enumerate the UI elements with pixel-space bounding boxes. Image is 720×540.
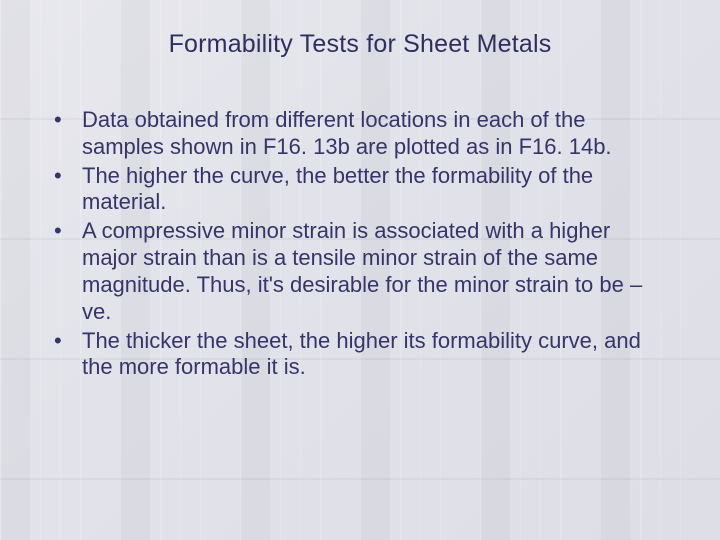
slide-title: Formability Tests for Sheet Metals (40, 30, 680, 59)
bullet-list: Data obtained from different locations i… (40, 107, 680, 381)
bullet-item: The higher the curve, the better the for… (44, 163, 670, 217)
bullet-item: A compressive minor strain is associated… (44, 218, 670, 325)
bullet-item: Data obtained from different locations i… (44, 107, 670, 161)
bullet-item: The thicker the sheet, the higher its fo… (44, 328, 670, 382)
slide-container: Formability Tests for Sheet Metals Data … (0, 0, 720, 540)
